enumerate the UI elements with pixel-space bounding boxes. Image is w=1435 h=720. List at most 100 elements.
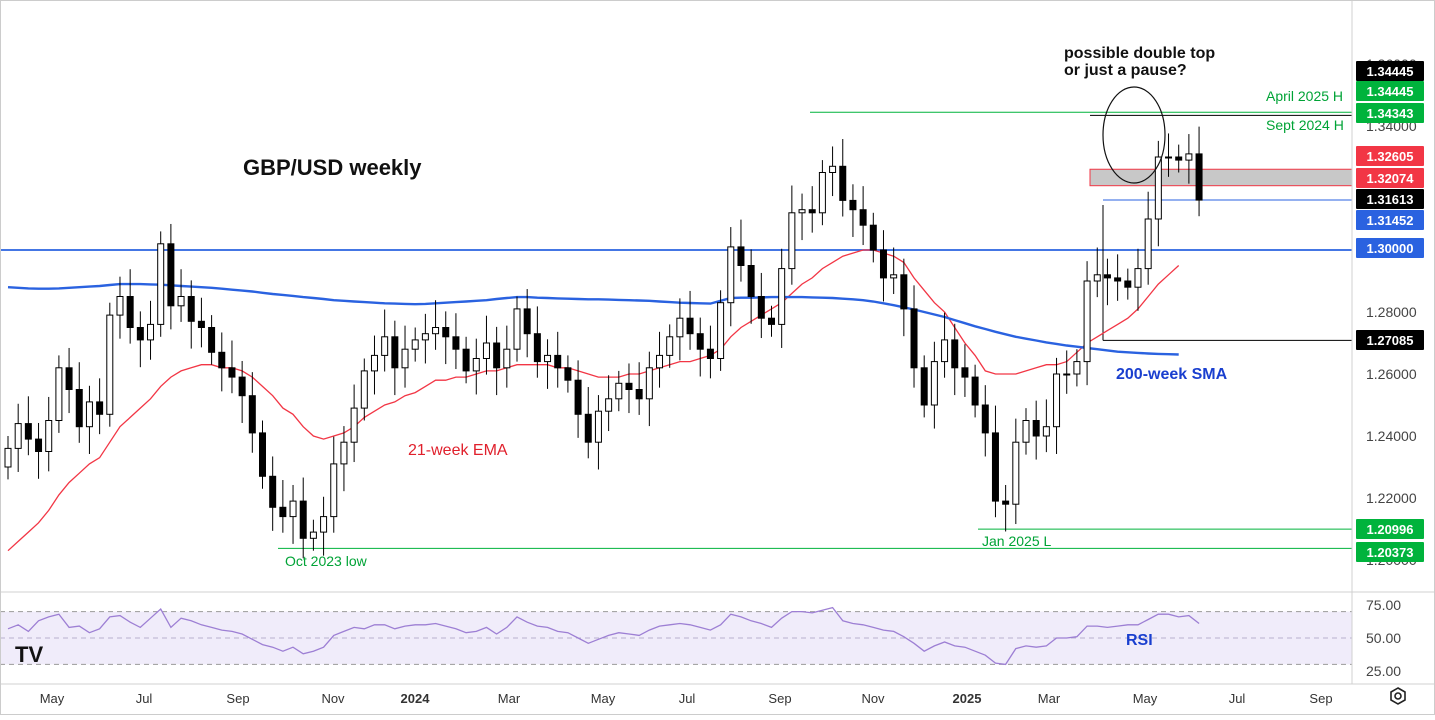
candle xyxy=(1103,258,1111,306)
candle-body-bull xyxy=(1093,274,1101,282)
ema-label: 21-week EMA xyxy=(408,442,508,459)
candle-body-bull xyxy=(645,367,653,400)
chart-title: GBP/USD weekly xyxy=(243,155,422,180)
candle xyxy=(370,335,378,395)
candle-body-bull xyxy=(1144,218,1152,270)
candle xyxy=(829,146,837,197)
candle xyxy=(910,285,918,388)
candle xyxy=(1032,400,1040,460)
candle-body-bear xyxy=(238,376,246,397)
candle xyxy=(187,280,195,349)
candle-body-bear xyxy=(167,243,175,307)
candle-body-bear xyxy=(686,317,694,335)
candle xyxy=(1195,126,1203,217)
price-badge-bg xyxy=(1356,330,1424,350)
candle-body-bull xyxy=(594,410,602,443)
candle-body-bull xyxy=(289,500,297,518)
candle-body-bull xyxy=(116,296,124,316)
candle-body-bull xyxy=(513,308,521,350)
y-tick-label: 1.26000 xyxy=(1366,366,1417,382)
candle xyxy=(625,363,633,414)
candle xyxy=(309,519,317,551)
x-tick-label: May xyxy=(1133,691,1158,706)
candle-body-bear xyxy=(635,389,643,400)
candle xyxy=(818,160,826,226)
candle-body-bull xyxy=(106,314,114,415)
price-badge: 1.32074 xyxy=(1356,168,1424,188)
candle xyxy=(849,184,857,237)
candle xyxy=(238,360,246,423)
candle xyxy=(656,331,664,388)
candle xyxy=(442,311,450,365)
candle-body-bear xyxy=(961,367,969,378)
candle xyxy=(279,480,287,533)
candle xyxy=(1165,133,1173,177)
candle xyxy=(391,320,399,396)
y-tick-label: 1.24000 xyxy=(1366,428,1417,444)
candle-body-bull xyxy=(605,398,613,412)
candle xyxy=(584,387,592,459)
price-badge-text: 1.34445 xyxy=(1367,84,1414,99)
candle xyxy=(1042,399,1050,453)
candle xyxy=(900,258,908,337)
x-tick-label: May xyxy=(591,691,616,706)
candle-body-bull xyxy=(788,212,796,270)
candle-body-bear xyxy=(1114,277,1122,282)
candle-body-bear xyxy=(971,376,979,406)
candle-body-bear xyxy=(452,336,460,350)
candle-body-bull xyxy=(1154,156,1162,220)
candle xyxy=(778,248,786,348)
candle xyxy=(35,422,43,479)
settings-gear-icon[interactable] xyxy=(1388,686,1408,706)
candle-body-bull xyxy=(1012,441,1020,505)
candle xyxy=(1063,350,1071,394)
candle xyxy=(981,385,989,457)
candle xyxy=(330,436,338,533)
candle-body-bear xyxy=(523,308,531,335)
candle-body-bull xyxy=(818,172,826,214)
candle xyxy=(106,302,114,427)
candle xyxy=(55,355,63,433)
candle-body-bear xyxy=(1002,500,1010,505)
candle-body-bull xyxy=(320,516,328,533)
candle-body-bull xyxy=(350,407,358,443)
y-tick-label: 1.22000 xyxy=(1366,490,1417,506)
candle-body-bear xyxy=(1124,280,1132,288)
price-badge-bg xyxy=(1356,168,1424,188)
candle-body-bull xyxy=(360,370,368,409)
candle-body-bull xyxy=(147,323,155,341)
price-badge-text: 1.20996 xyxy=(1367,522,1414,537)
x-tick-label: Mar xyxy=(1038,691,1061,706)
candle xyxy=(299,477,307,559)
rsi-label: RSI xyxy=(1126,632,1153,649)
candle-body-bull xyxy=(503,348,511,369)
candle-body-bear xyxy=(869,224,877,251)
candle-body-bull xyxy=(930,361,938,406)
candle xyxy=(798,193,806,241)
candle xyxy=(45,396,53,472)
candle xyxy=(879,230,887,302)
candle-body-bull xyxy=(330,463,338,518)
candle-body-bear xyxy=(706,348,714,360)
double-top-circle xyxy=(1102,86,1166,184)
sma-200-line xyxy=(7,282,1179,356)
candle-body-bear xyxy=(920,367,928,406)
candle-body-bear xyxy=(910,308,918,369)
x-tick-label: Jul xyxy=(1229,691,1246,706)
candle-body-bear xyxy=(493,342,501,369)
candle-body-bull xyxy=(1165,156,1173,159)
candle xyxy=(920,355,928,418)
candle-body-bear xyxy=(391,336,399,369)
rsi-line xyxy=(7,606,1200,666)
candle-body-bull xyxy=(615,382,623,400)
x-tick-label: Jul xyxy=(679,691,696,706)
x-tick-label: Nov xyxy=(321,691,345,706)
candle-body-bear xyxy=(900,274,908,310)
candle-body-bull xyxy=(14,423,22,449)
candle xyxy=(1002,484,1010,532)
candle xyxy=(493,326,501,396)
candle-body-bull xyxy=(411,339,419,350)
candle xyxy=(747,249,755,324)
